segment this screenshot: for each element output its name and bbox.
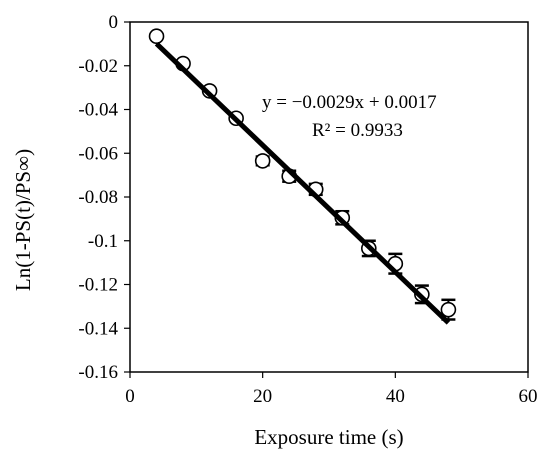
y-tick-label: -0.14: [78, 318, 118, 339]
x-tick-label: 20: [253, 386, 272, 407]
x-tick-label: 40: [386, 386, 405, 407]
ticks: 0 -0.02 -0.04 -0.06 -0.08 -0.1 -0.12 -0.14 -0.16…: [78, 12, 537, 407]
trendline-r-squared: R² = 0.9933: [312, 120, 403, 141]
x-tick-label: 0: [125, 386, 135, 407]
y-axis-title: Ln(1-PS(t)/PS∞): [11, 149, 35, 291]
data-points: [148, 28, 457, 321]
y-tick-label: -0.1: [88, 231, 118, 252]
y-tick-label: -0.06: [78, 143, 118, 164]
data-point: [254, 153, 271, 169]
y-tick-label: -0.12: [78, 275, 118, 296]
data-point: [148, 28, 165, 45]
y-tick-label: -0.02: [78, 56, 118, 77]
y-tick-label: -0.04: [78, 100, 118, 121]
trendline-group: [154, 41, 451, 325]
trendline: [154, 41, 451, 325]
y-tick-label: 0: [109, 12, 119, 33]
x-axis-title: Exposure time (s): [254, 425, 403, 449]
trendline-equation: y = −0.0029x + 0.0017: [262, 92, 437, 113]
y-tick-label: -0.16: [78, 362, 118, 383]
data-point: [440, 301, 457, 318]
y-tick-label: -0.08: [78, 187, 118, 208]
x-tick-label: 60: [519, 386, 538, 407]
